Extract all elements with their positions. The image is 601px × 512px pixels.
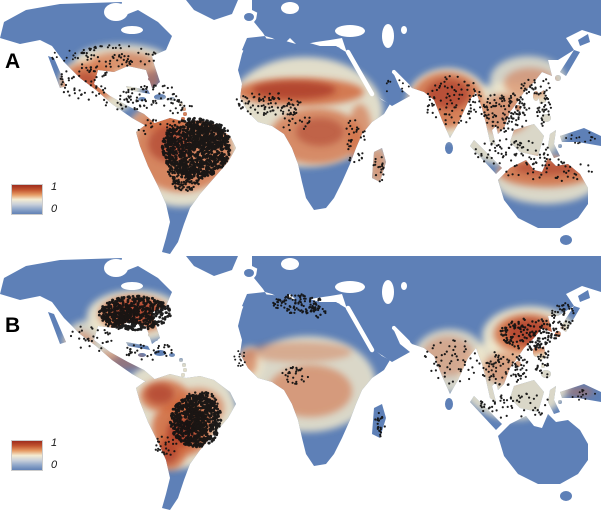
legend-b-max-label: 1 — [51, 437, 58, 449]
legend-b: 1 0 — [11, 437, 57, 471]
legend-a-gradient — [11, 184, 43, 215]
legend-a-max-label: 1 — [51, 181, 58, 193]
legend-b-min-label: 0 — [51, 459, 58, 471]
panel-a-label: A — [5, 50, 21, 73]
legend-a-min-label: 0 — [51, 203, 58, 215]
legend-b-gradient — [11, 440, 43, 471]
legend-a-labels: 1 0 — [51, 181, 57, 215]
world-map-b — [0, 256, 601, 510]
legend-b-labels: 1 0 — [51, 437, 57, 471]
panel-b-label: B — [5, 314, 21, 337]
world-map-a — [0, 0, 601, 254]
legend-a: 1 0 — [11, 181, 57, 215]
map-panel-b: B 1 0 — [0, 256, 601, 512]
map-panel-a: A 1 0 — [0, 0, 601, 254]
